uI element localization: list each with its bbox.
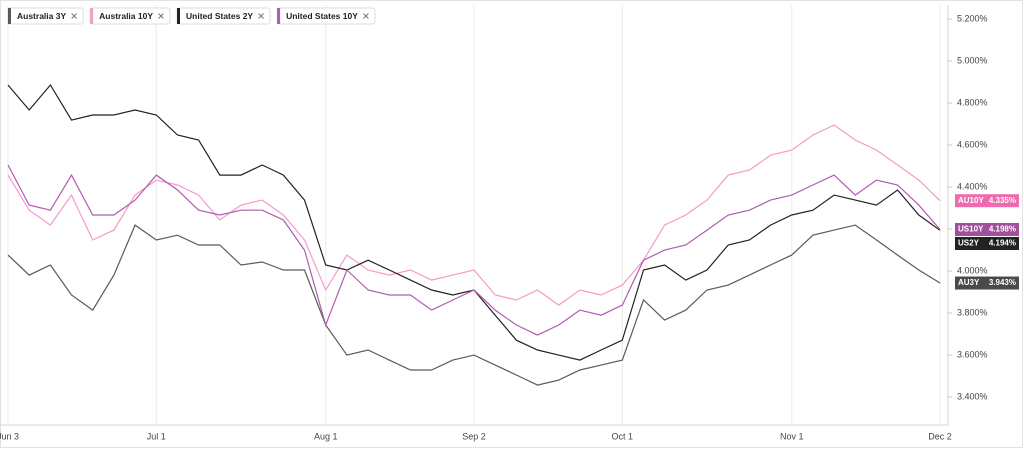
y-tick-label: 4.400%: [957, 181, 988, 191]
value-tag-name: US2Y: [958, 239, 980, 248]
legend-text: United States 2Y: [186, 11, 253, 21]
value-tag-label: 3.943%: [989, 278, 1016, 287]
legend-item[interactable]: Australia 10Y: [89, 7, 171, 25]
x-tick-label: Nov 1: [780, 431, 804, 441]
legend-close[interactable]: [71, 13, 77, 19]
y-tick-label: 4.600%: [957, 139, 988, 149]
value-tag-name: US10Y: [958, 225, 984, 234]
x-tick-label: Aug 1: [314, 431, 338, 441]
y-tick-label: 5.200%: [957, 13, 988, 23]
series-line: [7, 124, 941, 306]
legend-text: Australia 10Y: [99, 11, 153, 21]
series-line: [7, 164, 941, 336]
y-tick-label: 5.000%: [957, 55, 988, 65]
legend-item[interactable]: United States 2Y: [176, 7, 271, 25]
legend-swatch: [8, 8, 11, 24]
x-tick-label: Oct 1: [612, 431, 634, 441]
x-tick-label: Jun 3: [0, 431, 19, 441]
value-tag: [955, 194, 1019, 208]
value-tag-label: 4.335%: [989, 196, 1016, 205]
legend-close[interactable]: [363, 13, 369, 19]
series-line: [7, 224, 941, 386]
legend-close[interactable]: [258, 13, 264, 19]
legend-item[interactable]: United States 10Y: [276, 7, 376, 25]
value-tag-name: AU3Y: [958, 278, 980, 287]
legend-close[interactable]: [158, 13, 164, 19]
legend-swatch: [177, 8, 181, 24]
legend-text: United States 10Y: [286, 11, 358, 21]
y-tick-label: 3.400%: [957, 391, 988, 401]
x-tick-label: Sep 2: [462, 431, 486, 441]
value-tag-name: AU10Y: [958, 196, 984, 205]
y-tick-label: 4.000%: [957, 265, 988, 275]
legend-swatch: [90, 8, 94, 24]
y-tick-label: 3.800%: [957, 307, 988, 317]
y-tick-label: 3.600%: [957, 349, 988, 359]
x-tick-label: Dec 2: [928, 431, 952, 441]
value-tag: [955, 236, 1019, 250]
y-tick-label: 4.800%: [957, 97, 988, 107]
legend-swatch: [277, 8, 281, 24]
legend-text: Australia 3Y: [17, 11, 66, 21]
legend-item[interactable]: Australia 3Y: [7, 7, 84, 25]
value-tag: [955, 222, 1019, 236]
value-tag-label: 4.198%: [989, 225, 1016, 234]
value-tag-label: 4.194%: [989, 239, 1016, 248]
value-tag: [955, 276, 1019, 290]
x-tick-label: Jul 1: [147, 431, 166, 441]
